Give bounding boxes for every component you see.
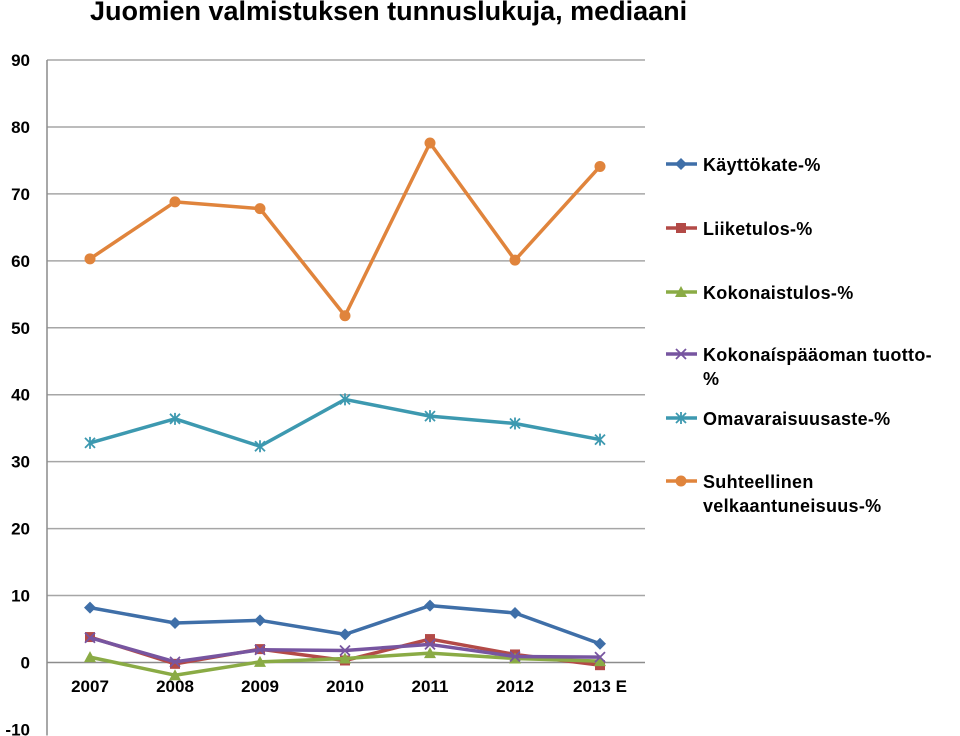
chart-title: Juomien valmistuksen tunnuslukuja, media…	[90, 0, 688, 26]
x-tick-label: 2010	[326, 677, 364, 696]
data-point	[509, 417, 521, 430]
data-point	[339, 628, 351, 641]
legend-label: Käyttökate-%	[703, 155, 821, 175]
legend-label: velkaantuneisuus-%	[703, 496, 881, 516]
data-point	[339, 652, 351, 664]
y-tick-label: 60	[11, 252, 30, 271]
legend-entry: Käyttökate-%	[666, 155, 821, 175]
data-point	[675, 412, 687, 424]
data-point	[169, 617, 181, 630]
data-point	[84, 253, 96, 265]
y-tick-label: 90	[11, 51, 30, 70]
x-tick-label: 2009	[241, 677, 279, 696]
y-tick-label: 0	[21, 654, 30, 673]
y-tick-label: 70	[11, 185, 30, 204]
legend-label: %	[703, 369, 719, 389]
data-point	[254, 614, 266, 627]
data-point	[675, 475, 687, 487]
y-tick-label: -10	[5, 720, 30, 736]
series-line	[89, 141, 602, 318]
y-tick-label: 10	[11, 587, 30, 606]
data-point	[594, 651, 606, 663]
legend-label: Omavaraisuusaste-%	[703, 409, 891, 429]
data-point	[424, 137, 436, 149]
series-line	[89, 397, 601, 449]
legend-entry: Suhteellinen velkaantuneisuus-%	[666, 472, 881, 516]
data-point	[424, 647, 436, 659]
data-point	[339, 644, 351, 657]
data-point	[169, 669, 181, 681]
x-tick-label: 2012	[496, 677, 534, 696]
data-point	[424, 599, 436, 612]
gridlines	[47, 59, 645, 597]
x-tick-label: 2008	[156, 677, 194, 696]
legend-entry: Liiketulos-%	[666, 219, 813, 239]
legend-entry: Kokonaíspääoman tuotto-%	[666, 345, 932, 389]
data-point	[424, 638, 436, 651]
y-tick-label: 80	[11, 118, 30, 137]
legend-entry: Omavaraisuusaste-%	[666, 409, 891, 429]
data-point	[594, 637, 606, 650]
data-point	[509, 650, 521, 663]
data-point	[84, 436, 96, 449]
data-point	[254, 644, 266, 656]
data-point	[425, 634, 435, 645]
data-point	[84, 601, 96, 614]
legend-entry: Kokonaistulos-%	[666, 283, 854, 303]
series	[84, 137, 606, 681]
data-point	[254, 203, 266, 215]
x-tick-label: 2013 E	[573, 677, 627, 696]
data-point	[594, 655, 606, 667]
data-point	[424, 410, 436, 423]
data-point	[254, 655, 266, 667]
series-star	[84, 393, 606, 453]
y-tick-label: 50	[11, 319, 30, 338]
data-point	[169, 412, 181, 425]
data-point	[676, 223, 686, 233]
data-point	[339, 310, 351, 322]
data-point	[170, 658, 180, 669]
data-point	[594, 433, 606, 446]
x-tick-label: 2007	[71, 677, 109, 696]
data-point	[675, 286, 687, 297]
y-tick-label: 20	[11, 520, 30, 539]
data-point	[675, 348, 687, 360]
series-circle	[84, 137, 606, 322]
data-point	[509, 254, 521, 266]
data-point	[84, 651, 96, 663]
series-diamond	[84, 599, 606, 650]
data-point	[339, 393, 351, 406]
series-x	[84, 632, 606, 668]
data-point	[169, 196, 181, 208]
data-point	[169, 656, 181, 668]
legend-label: Liiketulos-%	[703, 219, 813, 239]
y-axis-ticks: -10 0 10 20 30 40 50 60 70 80 90	[5, 51, 30, 736]
legend-label: Kokonaíspääoman tuotto-	[703, 345, 932, 365]
y-tick-label: 30	[11, 453, 30, 472]
legend-label: Kokonaistulos-%	[703, 283, 854, 303]
legend-label: Suhteellinen	[703, 472, 814, 492]
data-point	[254, 440, 266, 453]
x-tick-label: 2011	[412, 677, 449, 696]
data-point	[675, 158, 687, 170]
x-axis-ticks: 2007 2008 2009 2010 2011 2012 2013 E	[71, 677, 627, 696]
y-tick-label: 40	[11, 386, 30, 405]
data-point	[84, 632, 96, 644]
data-point	[509, 606, 521, 619]
data-point	[594, 160, 606, 172]
legend: Käyttökate-% Liiketulos-% Kokonaistulos-% K…	[666, 155, 932, 516]
